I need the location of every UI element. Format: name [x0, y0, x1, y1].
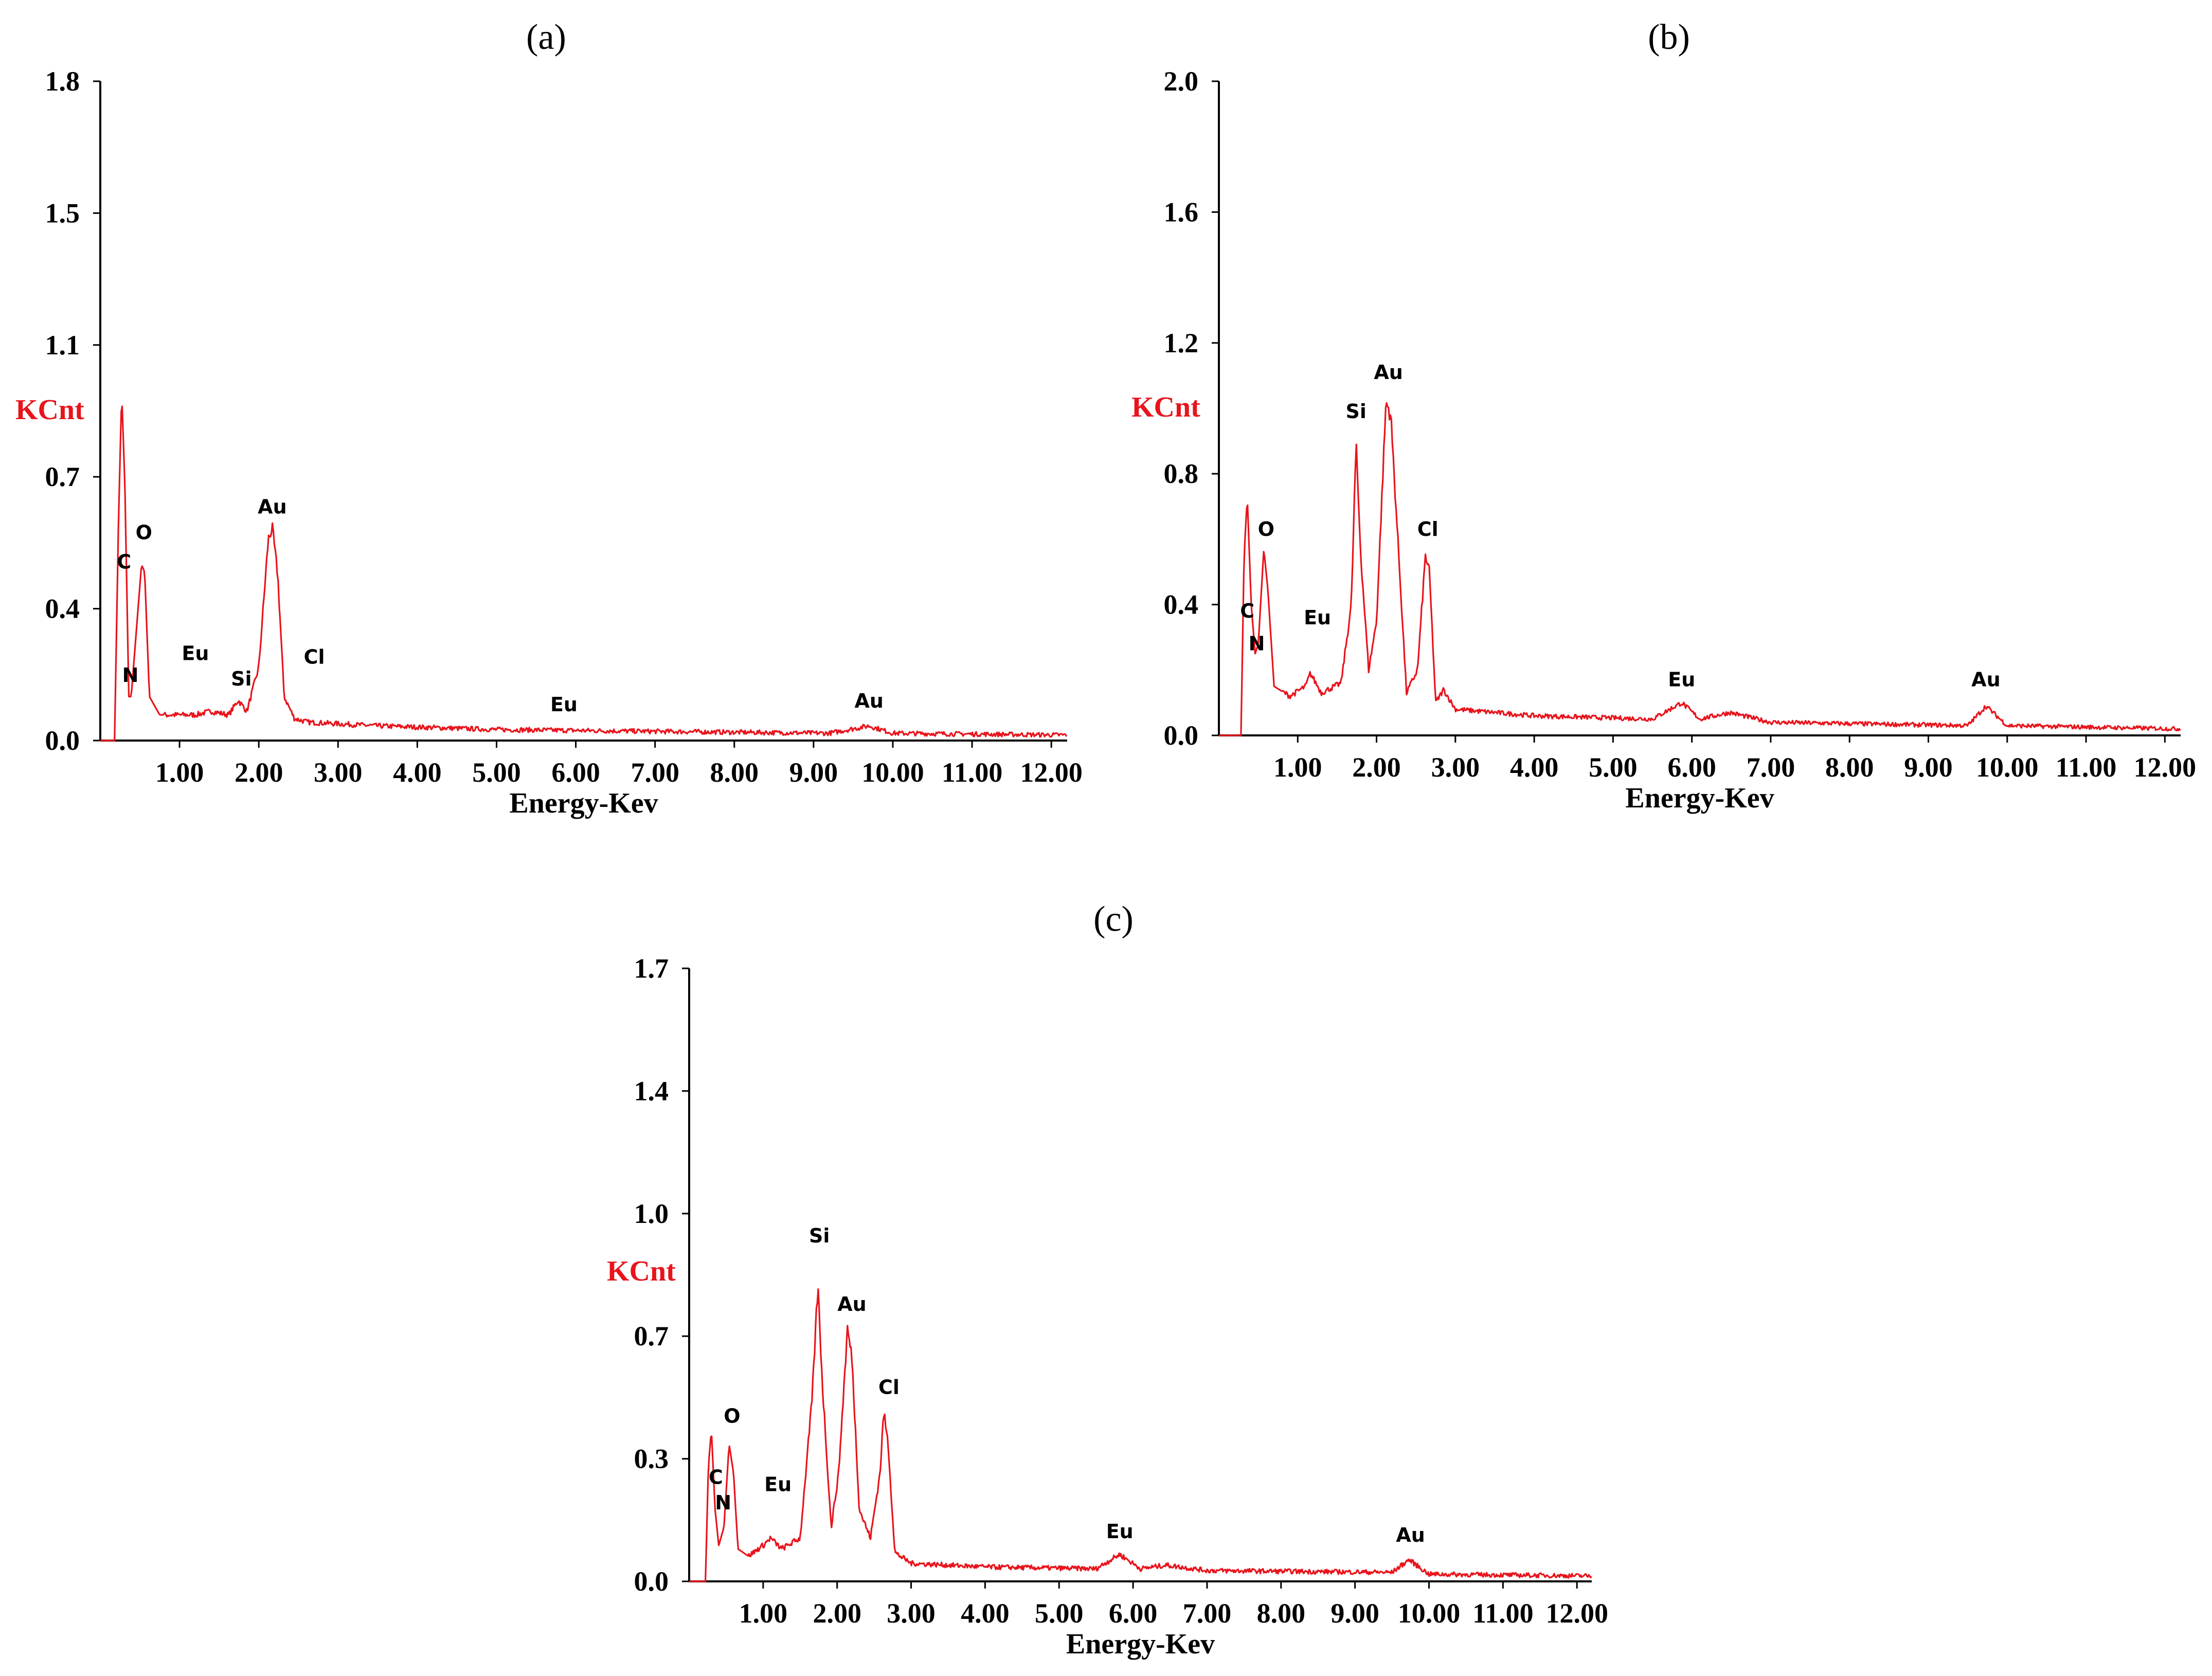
y-tick-label: 0.8: [1164, 458, 1199, 489]
x-tick-label: 4.00: [1510, 752, 1559, 783]
y-axis-label: KCnt: [15, 394, 84, 426]
y-tick-label: 0.0: [1164, 720, 1199, 751]
y-tick-label: 1.5: [45, 197, 80, 228]
peak-label-cl: Cl: [878, 1376, 900, 1398]
chart-panel-b: (b) 0.0 0.4 0.8 1.2 1.6 2.0 1.00 2.00 3.00 4.00 5.0…: [1131, 17, 2196, 814]
x-axis-label: Energy-Kev: [1066, 1628, 1215, 1660]
x-tick-label: 12.00: [1020, 757, 1083, 788]
y-tick-label: 0.7: [45, 461, 80, 492]
peak-label-o: O: [136, 521, 152, 544]
peak-label-au: Au: [855, 690, 884, 712]
peak-label-au: Au: [258, 495, 286, 518]
y-tick-label: 1.6: [1164, 196, 1199, 227]
x-tick-label: 1.00: [155, 757, 204, 788]
peak-label-au: Au: [837, 1293, 866, 1315]
peak-label-au: Au: [1374, 361, 1402, 384]
chart-panel-a: (a) 0.0 0.4 0.7 1.1 1.5 1.8 1.00 2.00 3.00 4.00 5.0…: [15, 17, 1083, 819]
panel-label: (a): [526, 17, 566, 57]
y-tick-label: 0.7: [634, 1321, 669, 1351]
peak-label-eu: Eu: [182, 642, 209, 664]
x-tick-label: 5.00: [472, 757, 521, 788]
x-tick-label: 12.00: [2134, 752, 2197, 783]
x-tick-label: 10.00: [1398, 1598, 1461, 1629]
x-tick-label: 6.00: [1109, 1598, 1158, 1629]
x-tick-label: 10.00: [861, 757, 924, 788]
chart-panel-c: (c) 0.0 0.3 0.7 1.0 1.4 1.7 1.00 2.00 3.00 4.00 5.0…: [607, 899, 1608, 1660]
x-tick-label: 2.00: [1352, 752, 1401, 783]
y-axis-label: KCnt: [607, 1255, 676, 1287]
peak-label-n: N: [715, 1491, 731, 1514]
x-tick-label: 9.00: [1904, 752, 1953, 783]
peak-label-c: C: [117, 550, 131, 573]
y-tick-label: 0.0: [45, 725, 80, 756]
x-tick-label: 6.00: [1667, 752, 1716, 783]
peak-label-cl: Cl: [1417, 518, 1438, 540]
x-tick-label: 9.00: [789, 757, 838, 788]
x-tick-label: 4.00: [393, 757, 442, 788]
peak-label-o: O: [724, 1404, 740, 1427]
y-tick-label: 0.4: [1164, 589, 1199, 620]
x-tick-label: 6.00: [551, 757, 600, 788]
peak-label-au: Au: [1971, 669, 2000, 691]
y-tick-label: 1.1: [45, 330, 80, 361]
spectrum-line-a: [100, 405, 1068, 742]
x-tick-label: 7.00: [631, 757, 679, 788]
spectrum-line-c: [689, 1288, 1592, 1582]
x-tick-label: 5.00: [1589, 752, 1638, 783]
x-tick-label: 3.00: [887, 1598, 936, 1629]
peak-label-eu: Eu: [550, 693, 578, 716]
y-tick-label: 0.4: [45, 593, 80, 624]
y-tick-label: 1.7: [634, 953, 669, 984]
panel-label: (c): [1093, 899, 1134, 939]
x-tick-label: 4.00: [961, 1598, 1010, 1629]
peak-label-si: Si: [231, 668, 251, 690]
x-tick-label: 2.00: [813, 1598, 861, 1629]
peak-label-si: Si: [1346, 400, 1366, 423]
x-tick-label: 3.00: [1431, 752, 1480, 783]
peak-label-eu: Eu: [1106, 1520, 1134, 1543]
x-tick-label: 8.00: [710, 757, 759, 788]
x-tick-label: 11.00: [1472, 1598, 1534, 1629]
peak-label-o: O: [1258, 518, 1274, 540]
peak-label-n: N: [122, 664, 139, 687]
y-tick-label: 2.0: [1164, 66, 1199, 97]
x-tick-label: 7.00: [1747, 752, 1795, 783]
peak-label-si: Si: [809, 1224, 830, 1247]
y-axis-label: KCnt: [1131, 391, 1200, 423]
x-tick-label: 11.00: [942, 757, 1003, 788]
y-tick-label: 1.0: [634, 1198, 669, 1229]
peak-label-cl: Cl: [304, 645, 325, 668]
peak-label-c: C: [709, 1466, 723, 1489]
x-tick-label: 7.00: [1183, 1598, 1232, 1629]
peak-label-c: C: [1240, 600, 1254, 622]
x-tick-label: 2.00: [235, 757, 283, 788]
x-axis-label: Energy-Kev: [1625, 782, 1774, 814]
x-tick-label: 1.00: [739, 1598, 788, 1629]
y-tick-label: 0.0: [634, 1566, 669, 1597]
x-tick-label: 3.00: [314, 757, 363, 788]
peak-label-eu: Eu: [1304, 606, 1331, 629]
x-tick-label: 10.00: [1976, 752, 2039, 783]
x-tick-label: 12.00: [1545, 1598, 1608, 1629]
peak-label-au: Au: [1396, 1524, 1425, 1546]
y-tick-label: 1.4: [634, 1075, 669, 1106]
x-tick-label: 8.00: [1257, 1598, 1306, 1629]
x-tick-label: 1.00: [1273, 752, 1322, 783]
peak-label-eu: Eu: [764, 1473, 792, 1496]
x-tick-label: 5.00: [1035, 1598, 1084, 1629]
x-tick-label: 8.00: [1825, 752, 1874, 783]
x-tick-label: 11.00: [2056, 752, 2117, 783]
panel-label: (b): [1648, 17, 1690, 57]
y-tick-label: 0.3: [634, 1444, 669, 1474]
peak-label-eu: Eu: [1668, 669, 1695, 691]
x-axis-label: Energy-Kev: [509, 787, 658, 819]
peak-label-n: N: [1249, 633, 1265, 655]
y-tick-label: 1.2: [1164, 328, 1199, 358]
spectrum-line-b: [1219, 402, 2181, 736]
y-tick-label: 1.8: [45, 66, 80, 97]
x-tick-label: 9.00: [1330, 1598, 1379, 1629]
